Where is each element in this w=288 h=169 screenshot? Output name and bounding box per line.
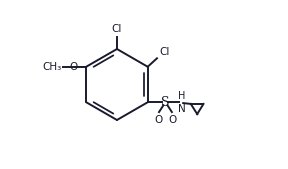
Text: H: H [178,91,185,101]
Text: Cl: Cl [160,47,170,57]
Text: N: N [178,104,185,114]
Text: CH₃: CH₃ [42,62,62,72]
Text: Cl: Cl [112,24,122,34]
Text: S: S [161,96,170,109]
Text: O: O [69,62,78,72]
Text: O: O [168,115,177,125]
Text: O: O [154,115,162,125]
